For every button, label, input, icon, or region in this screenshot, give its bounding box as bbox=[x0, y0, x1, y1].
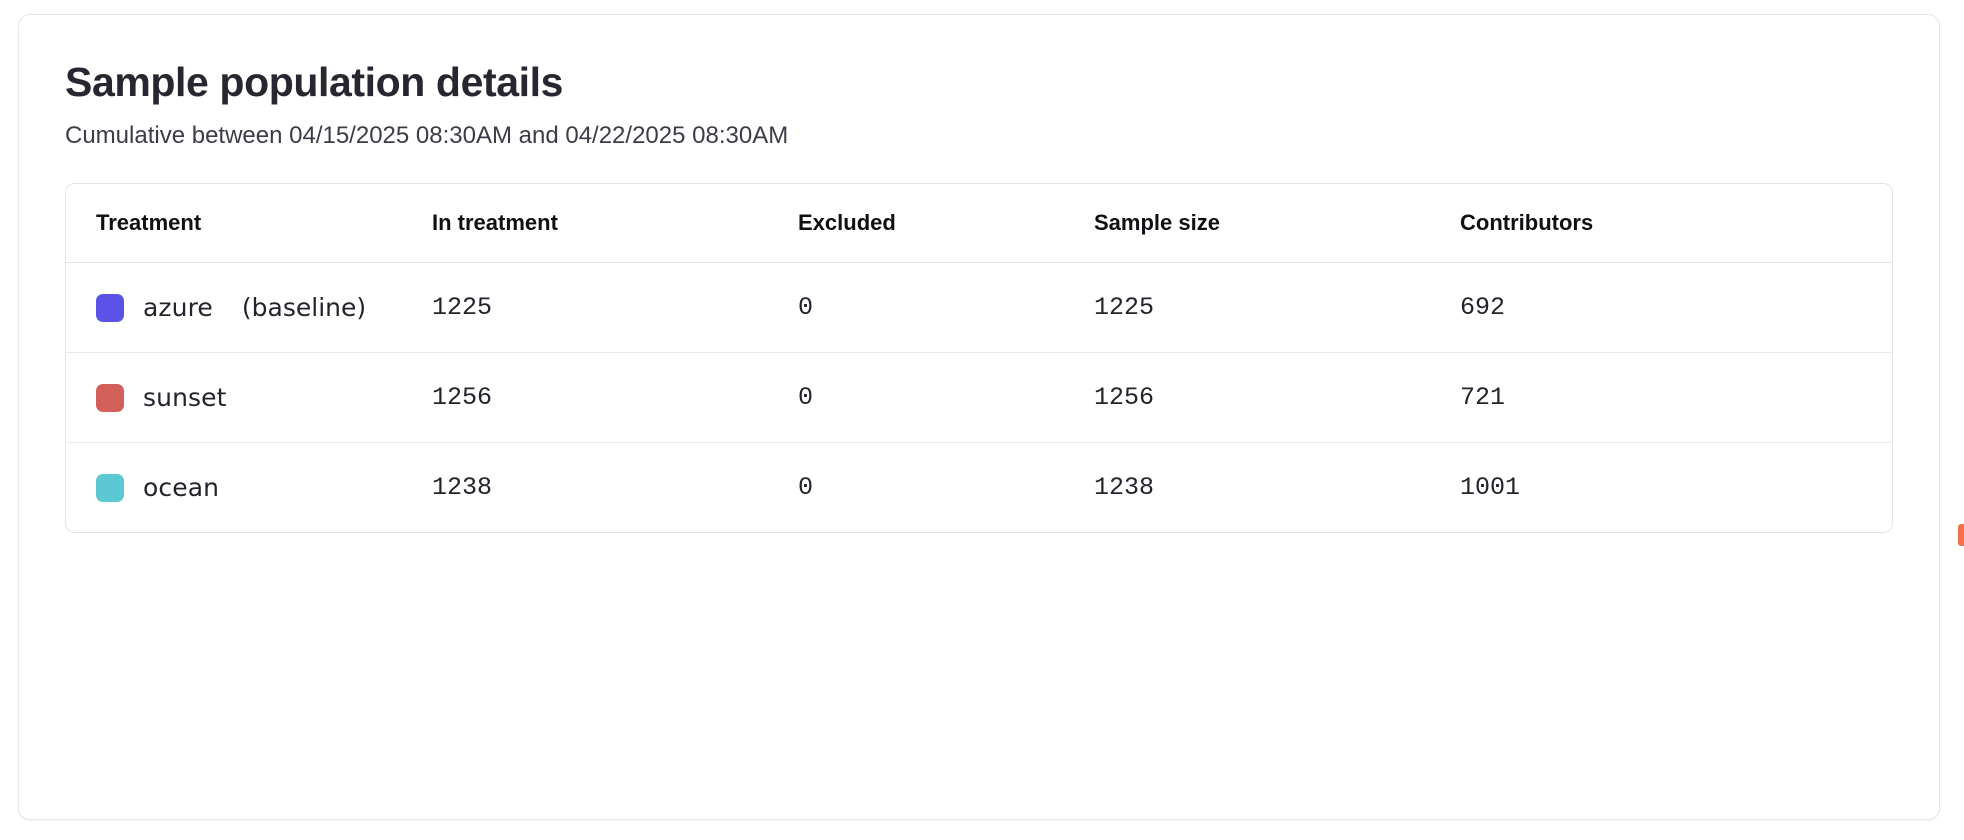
color-swatch-icon bbox=[96, 473, 124, 502]
treatment-cell-content: sunset bbox=[96, 383, 432, 412]
cell-sample-size: 1256 bbox=[1094, 352, 1460, 444]
card-content: Sample population details Cumulative bet… bbox=[19, 15, 1939, 534]
table-row: azure (baseline) 1225 0 1225 692 bbox=[66, 262, 1892, 354]
cell-in-treatment: 1238 bbox=[432, 473, 493, 503]
cell-excluded: 0 bbox=[798, 262, 1094, 354]
treatment-cell-content: ocean bbox=[96, 473, 432, 502]
cell-in-treatment: 1225 bbox=[432, 262, 798, 354]
treatment-name: sunset bbox=[143, 383, 227, 413]
table-row: sunset 1256 0 1256 721 bbox=[66, 352, 1892, 444]
column-header-contributors: Contributors bbox=[1460, 184, 1892, 264]
page-title: Sample population details bbox=[65, 59, 564, 105]
treatment-baseline-tag: (baseline) bbox=[241, 293, 367, 323]
cell-contributors: 692 bbox=[1460, 262, 1892, 354]
cell-sample-size: 1225 bbox=[1094, 262, 1460, 354]
column-header-in-treatment: In treatment bbox=[432, 184, 798, 264]
table-row: ocean 1238 0 1238 1001 bbox=[66, 443, 1892, 533]
cell-treatment: azure (baseline) bbox=[66, 262, 432, 354]
cell-treatment: ocean bbox=[66, 443, 432, 533]
cell-contributors: 1001 bbox=[1460, 473, 1521, 503]
column-header-excluded: Excluded bbox=[798, 184, 1094, 264]
page-subtitle: Cumulative between 04/15/2025 08:30AM an… bbox=[65, 122, 789, 150]
table-header: Treatment In treatment Excluded Sample s… bbox=[66, 184, 1892, 264]
table-header-row: Treatment In treatment Excluded Sample s… bbox=[66, 184, 1892, 264]
treatment-name: azure bbox=[143, 293, 213, 323]
column-header-treatment: Treatment bbox=[66, 184, 432, 264]
cell-sample-size: 1238 bbox=[1094, 473, 1155, 503]
treatment-cell-content: azure (baseline) bbox=[96, 293, 432, 322]
table-body: azure (baseline) 1225 0 1225 692 sunset 1256 0 12… bbox=[66, 262, 1892, 533]
cell-in-treatment: 1256 bbox=[432, 352, 798, 444]
population-table: Treatment In treatment Excluded Sample s… bbox=[66, 184, 1892, 532]
sample-population-card: Sample population details Cumulative bet… bbox=[18, 14, 1940, 820]
cell-excluded: 0 bbox=[798, 352, 1094, 444]
population-table-container: Treatment In treatment Excluded Sample s… bbox=[65, 183, 1893, 534]
color-swatch-icon bbox=[96, 293, 124, 322]
cell-contributors: 721 bbox=[1460, 352, 1892, 444]
cell-excluded: 0 bbox=[798, 473, 814, 503]
treatment-name: ocean bbox=[143, 473, 220, 503]
cell-treatment: sunset bbox=[66, 352, 432, 444]
color-swatch-icon bbox=[96, 383, 124, 412]
edge-clipped-marker bbox=[1958, 524, 1964, 546]
column-header-sample-size: Sample size bbox=[1094, 184, 1460, 264]
